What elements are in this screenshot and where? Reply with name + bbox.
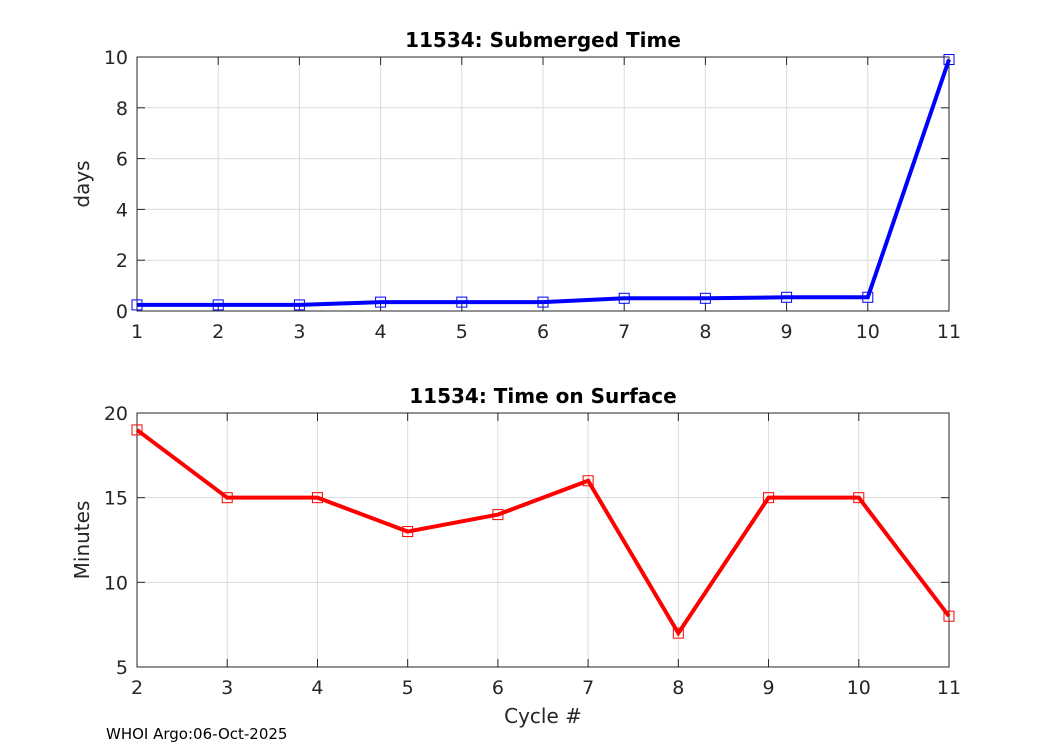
y-tick-label: 10 bbox=[104, 47, 128, 69]
x-tick-label: 2 bbox=[212, 321, 224, 343]
data-point-marker bbox=[375, 296, 387, 308]
x-tick-label: 7 bbox=[618, 321, 630, 343]
x-axis-label: Cycle # bbox=[504, 704, 582, 728]
data-point-marker bbox=[943, 54, 955, 66]
x-tick-label: 8 bbox=[699, 321, 711, 343]
data-point-marker bbox=[293, 299, 305, 311]
y-tick-label: 6 bbox=[116, 149, 128, 171]
data-point-marker bbox=[311, 492, 323, 504]
data-point-marker bbox=[618, 292, 630, 304]
y-tick-label: 0 bbox=[116, 301, 128, 323]
data-point-marker bbox=[402, 526, 414, 538]
data-point-marker bbox=[699, 292, 711, 304]
y-tick-label: 8 bbox=[116, 98, 128, 120]
chart-title: 11534: Time on Surface bbox=[409, 384, 676, 408]
x-tick-label: 6 bbox=[537, 321, 549, 343]
x-tick-label: 11 bbox=[937, 677, 961, 699]
x-tick-label: 9 bbox=[763, 677, 775, 699]
x-tick-label: 11 bbox=[937, 321, 961, 343]
y-tick-label: 4 bbox=[116, 199, 128, 221]
x-tick-label: 4 bbox=[375, 321, 387, 343]
y-tick-label: 15 bbox=[104, 488, 128, 510]
data-point-marker bbox=[221, 492, 233, 504]
x-tick-label: 7 bbox=[582, 677, 594, 699]
x-tick-label: 2 bbox=[131, 677, 143, 699]
x-tick-label: 1 bbox=[131, 321, 143, 343]
series-line bbox=[135, 428, 951, 637]
axes-box bbox=[136, 412, 950, 668]
data-point-marker bbox=[456, 296, 468, 308]
y-axis-label: Minutes bbox=[70, 501, 94, 580]
y-tick-label: 10 bbox=[104, 572, 128, 594]
y-tick-label: 20 bbox=[104, 403, 128, 425]
data-point-marker bbox=[537, 296, 549, 308]
x-tick-label: 5 bbox=[456, 321, 468, 343]
x-tick-label: 9 bbox=[781, 321, 793, 343]
series-line bbox=[137, 58, 951, 307]
x-tick-label: 10 bbox=[856, 321, 880, 343]
subplot-2: 2 3 4 5 6 7 8 9 10 11 5 10 15 20 11534: Time on Surfac… bbox=[70, 384, 961, 728]
x-tick-label: 3 bbox=[293, 321, 305, 343]
x-tick-label: 10 bbox=[847, 677, 871, 699]
y-tick-label: 2 bbox=[116, 250, 128, 272]
data-point-marker bbox=[212, 299, 224, 311]
y-tick-label: 5 bbox=[116, 657, 128, 679]
chart-title: 11534: Submerged Time bbox=[405, 28, 681, 52]
data-point-marker bbox=[492, 509, 504, 521]
data-point-marker bbox=[131, 299, 143, 311]
data-point-marker bbox=[672, 627, 684, 639]
data-point-marker bbox=[943, 610, 955, 622]
y-axis-label: days bbox=[70, 160, 94, 207]
data-point-marker bbox=[781, 291, 793, 303]
data-point-marker bbox=[853, 492, 865, 504]
data-point-marker bbox=[131, 424, 143, 436]
data-point-marker bbox=[763, 492, 775, 504]
x-tick-label: 3 bbox=[221, 677, 233, 699]
axes-box bbox=[136, 56, 950, 312]
x-tick-label: 8 bbox=[672, 677, 684, 699]
x-tick-label: 4 bbox=[311, 677, 323, 699]
x-tick-label: 6 bbox=[492, 677, 504, 699]
footer-stamp: WHOI Argo:06-Oct-2025 bbox=[106, 725, 288, 743]
data-point-marker bbox=[582, 475, 594, 487]
subplot-1: 1 2 3 4 5 6 7 8 9 10 11 0 2 4 6 8 10 11534: Submerged Tim… bbox=[70, 28, 961, 343]
x-tick-label: 5 bbox=[402, 677, 414, 699]
plot-area bbox=[137, 413, 949, 667]
data-point-marker bbox=[862, 291, 874, 303]
